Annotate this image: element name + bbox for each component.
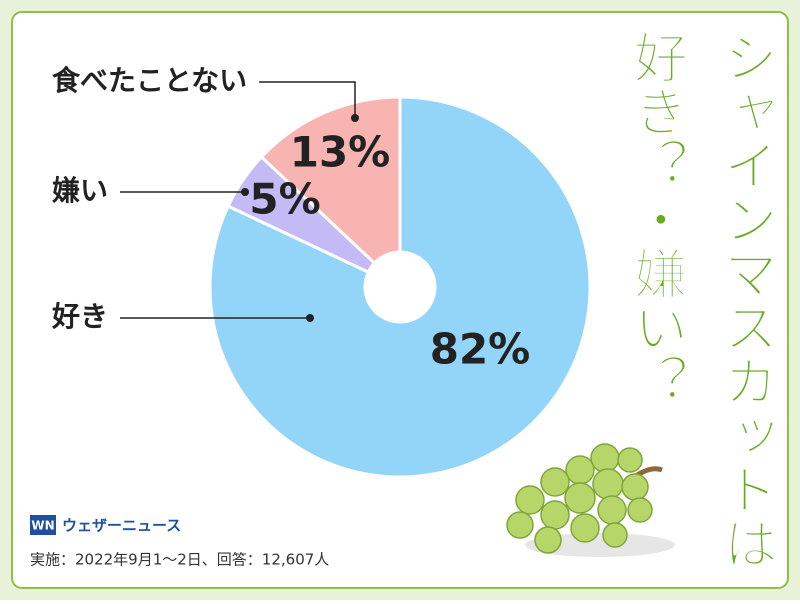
value-label: 5%	[249, 175, 320, 224]
panel	[11, 11, 789, 589]
chart-title: シャインマスカットは	[714, 30, 777, 570]
grape-illustration	[506, 443, 675, 557]
brand: ウェザーニュース	[62, 517, 181, 535]
value-label: 82%	[430, 325, 531, 374]
logo: WN	[31, 519, 54, 533]
leader-dot	[351, 114, 359, 122]
value-label: 13%	[290, 128, 391, 177]
leader-line	[259, 81, 356, 118]
category-label: 好き	[51, 300, 108, 333]
pie-slice	[208, 95, 592, 479]
category-label: 嫌い	[52, 174, 108, 207]
leader-dot	[306, 314, 314, 322]
pie-slice	[259, 95, 402, 266]
category-label: 食べたことない	[52, 64, 247, 97]
logo-box	[30, 515, 56, 535]
chart-subtitle: 好き？・嫌い？	[624, 30, 688, 408]
leader-dot	[241, 188, 249, 196]
survey-note: 実施：2022年9月1～2日、回答：12,607人	[30, 551, 329, 569]
